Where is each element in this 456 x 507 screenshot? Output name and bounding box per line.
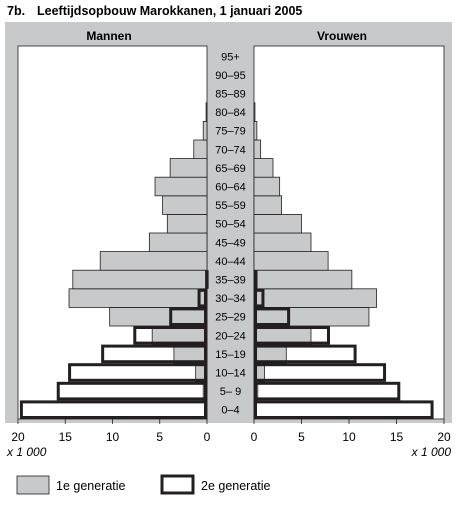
mannen-1e-generatie-bar — [99, 251, 208, 271]
vrouwen-1e-generatie-bar — [253, 102, 256, 122]
age-label: 30–34 — [215, 293, 246, 305]
x-axis-unit-left: x 1 000 — [6, 445, 47, 459]
age-label: 80–84 — [215, 107, 246, 119]
x-tick-label: 10 — [106, 430, 120, 444]
age-label: 50–54 — [215, 219, 246, 231]
mannen-panel-title: Mannen — [86, 29, 131, 43]
vrouwen-1e-generatie-bar — [253, 176, 281, 197]
age-label: 15–19 — [215, 349, 246, 361]
vrouwen-1e-generatie-bar — [253, 213, 302, 234]
vrouwen-panel-title: Vrouwen — [317, 29, 367, 43]
mannen-1e-generatie-bar — [202, 121, 208, 141]
figure-number: 7b. — [7, 4, 25, 18]
legend-label-1e-generatie: 1e generatie — [56, 479, 126, 493]
age-label: 45–49 — [215, 237, 246, 249]
vrouwen-1e-generatie-bar — [253, 269, 353, 290]
mannen-1e-generatie-bar — [166, 213, 208, 234]
vrouwen-1e-generatie-bar — [253, 158, 274, 178]
x-tick-label: 10 — [342, 430, 356, 444]
x-tick-label: 15 — [59, 430, 73, 444]
mannen-2e-generatie-bar — [101, 344, 207, 364]
mannen-1e-generatie-bar — [162, 195, 208, 215]
legend-label-2e-generatie: 2e generatie — [201, 479, 271, 493]
age-label: 90–95 — [215, 70, 246, 82]
age-label: 0–4 — [221, 405, 239, 417]
vrouwen-1e-generatie-bar — [253, 251, 329, 271]
mannen-2e-generatie-bar — [197, 288, 208, 308]
mannen-2e-generatie-bar — [68, 363, 207, 382]
age-label: 40–44 — [215, 256, 246, 268]
age-label: 55–59 — [215, 200, 246, 212]
vrouwen-2e-generatie-bar — [254, 363, 387, 382]
mannen-1e-generatie-bar — [154, 176, 208, 197]
age-label: 10–14 — [215, 368, 246, 380]
vrouwen-2e-generatie-bar — [254, 270, 258, 289]
legend: 1e generatie 2e generatie — [16, 474, 271, 495]
x-tick-label: 20 — [437, 430, 451, 444]
x-tick-label: 5 — [298, 430, 305, 444]
mannen-1e-generatie-bar — [148, 232, 208, 253]
bars-layer — [19, 102, 434, 420]
vrouwen-2e-generatie-bar — [254, 288, 265, 308]
mannen-2e-generatie-bar — [133, 326, 207, 345]
age-label: 5– 9 — [220, 386, 241, 398]
age-label: 75–79 — [215, 126, 246, 138]
vrouwen-2e-generatie-bar — [254, 326, 330, 345]
vrouwen-2e-generatie-bar — [254, 307, 291, 326]
vrouwen-2e-generatie-bar — [254, 381, 401, 401]
mannen-2e-generatie-bar — [19, 400, 207, 419]
x-tick-label: 15 — [390, 430, 404, 444]
mannen-1e-generatie-bar — [205, 102, 208, 122]
age-label: 70–74 — [215, 144, 246, 156]
x-axis-unit-right: x 1 000 — [411, 445, 452, 459]
vrouwen-1e-generatie-bar — [253, 121, 258, 141]
age-label: 20–24 — [215, 330, 246, 342]
x-tick-label: 0 — [204, 430, 211, 444]
x-tick-label: 20 — [11, 430, 25, 444]
mannen-2e-generatie-bar — [205, 270, 209, 289]
age-label: 35–39 — [215, 275, 246, 287]
mannen-1e-generatie-bar — [68, 288, 208, 308]
x-tick-label: 5 — [156, 430, 163, 444]
mannen-2e-generatie-bar — [169, 307, 207, 326]
vrouwen-1e-generatie-bar — [253, 288, 377, 308]
vrouwen-1e-generatie-bar — [253, 232, 312, 253]
legend-swatch-1e-generatie — [16, 475, 50, 495]
mannen-1e-generatie-bar — [169, 158, 208, 178]
vrouwen-1e-generatie-bar — [253, 195, 282, 215]
age-label: 85–89 — [215, 89, 246, 101]
legend-swatch-2e-generatie — [160, 474, 195, 495]
x-axis-ticks: 20 20 15 15 10 10 5 5 0 0 — [11, 419, 451, 444]
mannen-2e-generatie-bar — [56, 381, 208, 401]
chart-title: Leeftijdsopbouw Marokkanen, 1 januari 20… — [37, 4, 302, 18]
age-labels: 0–4 5– 9 10–14 15–19 20–24 25–29 30–34 35–39 40–… — [215, 51, 246, 416]
age-label: 25–29 — [215, 312, 246, 324]
vrouwen-1e-generatie-bar — [253, 139, 262, 160]
mannen-1e-generatie-bar — [72, 269, 208, 290]
vrouwen-2e-generatie-bar — [254, 344, 357, 364]
age-label: 95+ — [221, 51, 240, 63]
mannen-1e-generatie-bar — [193, 139, 208, 160]
age-label: 60–64 — [215, 182, 246, 194]
age-label: 65–69 — [215, 163, 246, 175]
vrouwen-2e-generatie-bar — [254, 400, 434, 419]
x-tick-label: 0 — [251, 430, 258, 444]
